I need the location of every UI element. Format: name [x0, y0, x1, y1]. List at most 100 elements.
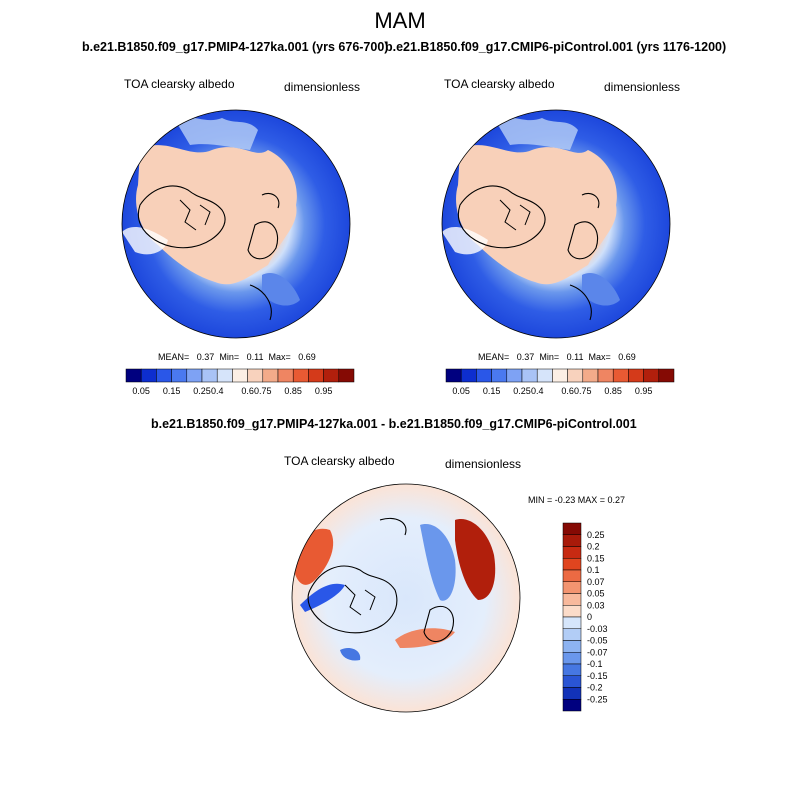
- coastline: [344, 584, 376, 616]
- colorbar-segment: [125, 368, 142, 383]
- colorbar-tick-label: 0.1: [587, 565, 600, 575]
- colorbar-segment: [232, 368, 248, 383]
- colorbar-segment: [562, 628, 582, 641]
- map-diff: [292, 484, 520, 712]
- mean-value: 0.37: [196, 352, 215, 362]
- colorbar-tick-label: 0.95: [635, 386, 653, 396]
- colorbar-segment: [491, 368, 508, 383]
- colorbar-segment: [562, 616, 582, 629]
- colorbar-segment: [562, 569, 582, 582]
- colorbar-tick-label: -0.1: [587, 659, 603, 669]
- colorbar-segment: [292, 368, 309, 383]
- colorbar-segment: [186, 368, 203, 383]
- colorbar-tick-label: 0.6: [561, 386, 574, 396]
- min-value: 0.11: [246, 352, 264, 362]
- colorbar-segment: [562, 640, 582, 653]
- coastline: [137, 185, 280, 321]
- panel-right-title: b.e21.B1850.f09_g17.CMIP6-piControl.001 …: [385, 40, 727, 54]
- negative-anomaly-region: [420, 524, 456, 601]
- mean-value: 0.37: [516, 352, 535, 362]
- colorbar-segment: [562, 675, 582, 688]
- positive-anomaly-region: [395, 628, 455, 648]
- panel-right-units: dimensionless: [604, 80, 681, 94]
- panel-diff-title: b.e21.B1850.f09_g17.PMIP4-127ka.001 - b.…: [151, 417, 637, 431]
- max-label: Max=: [588, 352, 611, 362]
- colorbar-tick-label: 0.75: [574, 386, 592, 396]
- max-value: 0.69: [298, 352, 316, 362]
- colorbar-tick-label: 0.25: [513, 386, 531, 396]
- colorbar-left: 0.05 0.15 0.25 0.4 0.6 0.75 0.85 0.95: [125, 368, 355, 396]
- panel-left-title: b.e21.B1850.f09_g17.PMIP4-127ka.001 (yrs…: [82, 40, 389, 54]
- colorbar-tick-label: 0.4: [531, 386, 544, 396]
- colorbar-segment: [562, 687, 582, 700]
- colorbar-tick-label: 0.15: [587, 553, 605, 563]
- colorbar-segment: [323, 368, 340, 383]
- colorbar-tick-label: 0.85: [284, 386, 302, 396]
- sea-region: [175, 117, 258, 150]
- panel-left-stats: MEAN= 0.37 Min= 0.11 Max= 0.69: [158, 352, 316, 362]
- colorbar-segment: [247, 368, 264, 383]
- colorbar-tick-label: 0.25: [587, 530, 605, 540]
- colorbar-segment: [628, 368, 644, 383]
- min-value: 0.11: [566, 352, 584, 362]
- colorbar-tick-label: 0.25: [193, 386, 211, 396]
- coastline: [457, 185, 600, 321]
- map-left-border: [121, 109, 351, 339]
- panel-right-stats: MEAN= 0.37 Min= 0.11 Max= 0.69: [478, 352, 636, 362]
- colorbar-segment: [308, 368, 324, 383]
- panel-diff-stats: MIN = -0.23 MAX = 0.27: [528, 495, 626, 505]
- colorbar-segment: [562, 558, 582, 571]
- colorbar-tick-label: -0.2: [587, 683, 603, 693]
- colorbar-tick-label: -0.15: [587, 671, 608, 681]
- land-region: [122, 226, 168, 255]
- colorbar-segment: [562, 605, 582, 618]
- colorbar-segment: [216, 368, 233, 383]
- colorbar-segment: [536, 368, 553, 383]
- colorbar-segment: [562, 699, 582, 712]
- map-diff-border: [291, 483, 521, 713]
- max-value: 0.69: [618, 352, 636, 362]
- colorbar-tick-label: 0.07: [587, 577, 605, 587]
- colorbar-tick-label: 0.05: [132, 386, 150, 396]
- colorbar-segment: [567, 368, 584, 383]
- colorbar-segment: [597, 368, 614, 383]
- colorbar-tick-label: -0.05: [587, 636, 608, 646]
- colorbar-segment: [171, 368, 188, 383]
- negative-anomaly-region: [300, 583, 345, 612]
- colorbar-segment: [460, 368, 477, 383]
- land-region: [442, 226, 488, 255]
- mean-label: MEAN=: [158, 352, 190, 362]
- colorbar-tick-label: -0.25: [587, 694, 608, 704]
- negative-anomaly-region: [340, 648, 361, 661]
- colorbar-segment: [562, 593, 582, 606]
- colorbar-segment: [612, 368, 629, 383]
- colorbar-segment: [506, 368, 523, 383]
- colorbar-tick-label: 0.05: [452, 386, 470, 396]
- sea-region: [582, 272, 620, 306]
- colorbar-segment: [521, 368, 538, 383]
- colorbar-tick-label: 0.95: [315, 386, 333, 396]
- coastline: [179, 199, 211, 231]
- colorbar-segment: [277, 368, 294, 383]
- colorbar-tick-label: 0.15: [163, 386, 181, 396]
- colorbar-tick-label: 0.85: [604, 386, 622, 396]
- map-left: [122, 110, 350, 338]
- panel-left-variable: TOA clearsky albedo: [124, 77, 235, 91]
- map-right: [442, 110, 670, 338]
- coastline: [307, 517, 454, 643]
- colorbar-tick-label: 0.2: [587, 542, 600, 552]
- sea-region: [495, 117, 578, 150]
- max-label: Max=: [268, 352, 291, 362]
- colorbar-tick-label: -0.03: [587, 624, 608, 634]
- panel-right-variable: TOA clearsky albedo: [444, 77, 555, 91]
- colorbar-segment: [562, 652, 582, 665]
- colorbar-segment: [562, 546, 582, 559]
- min-label: Min=: [539, 352, 560, 362]
- colorbar-tick-label: 0.4: [211, 386, 224, 396]
- colorbar-diff: 0.250.20.150.10.070.050.030-0.03-0.05-0.…: [562, 522, 608, 712]
- colorbar-segment: [445, 368, 462, 383]
- colorbar-segment: [156, 368, 172, 383]
- colorbar-segment: [262, 368, 279, 383]
- colorbar-segment: [140, 368, 157, 383]
